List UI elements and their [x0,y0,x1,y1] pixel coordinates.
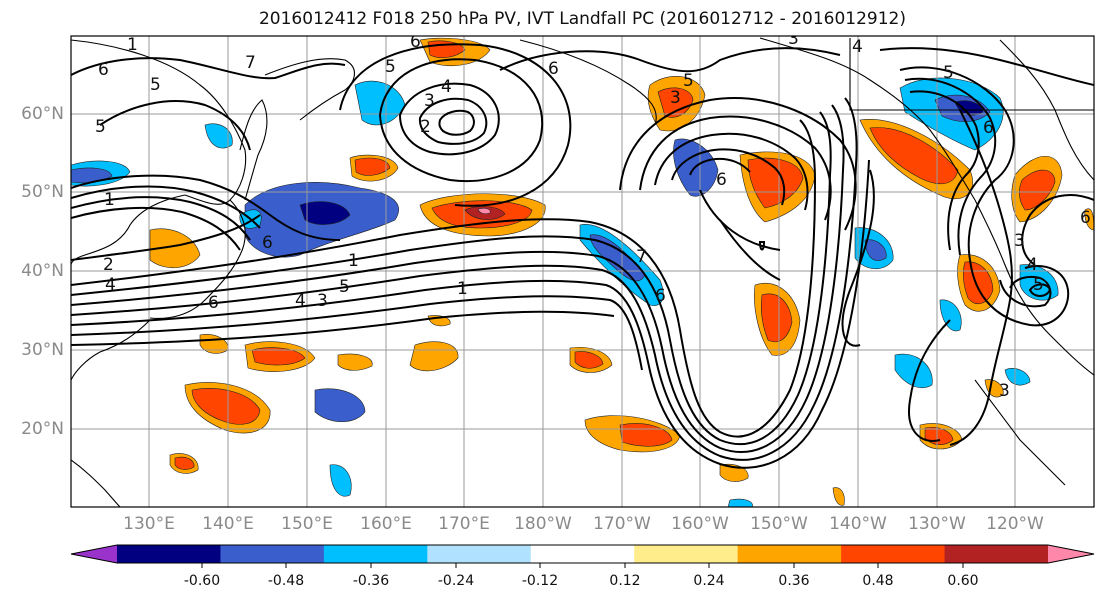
svg-text:6: 6 [716,170,727,190]
lat-label-20n: 20°N [21,419,64,439]
colorbar-ticks [201,563,964,568]
svg-text:4: 4 [441,77,452,97]
graticule [71,36,1094,507]
svg-text:6: 6 [410,32,421,52]
svg-text:7: 7 [636,247,647,267]
svg-text:5: 5 [1033,275,1044,295]
colorbar-cell [427,545,532,563]
contour-labels: 1 6 5 5 7 5 4 3 2 6 6 1 2 4 1 1 4 3 5 6 … [95,29,1091,401]
lon-label-150e: 150°E [281,514,333,534]
colorbar-label: -0.48 [267,573,305,589]
svg-text:1: 1 [457,279,468,299]
colorbar-cell [737,545,842,563]
lat-label-40n: 40°N [21,261,64,281]
colorbar-label: 0.36 [778,573,810,589]
svg-text:3: 3 [999,381,1010,401]
svg-text:3: 3 [317,291,328,311]
colorbar-cell [530,545,635,563]
pv-contours [71,43,1094,469]
map-title: 2016012412 F018 250 hPa PV, IVT Landfall… [258,9,906,29]
lat-label-30n: 30°N [21,340,64,360]
colorbar-cell [323,545,428,563]
lat-label-60n: 60°N [21,104,64,124]
lon-label-160w: 160°W [671,514,729,534]
svg-text:5: 5 [385,57,396,77]
colorbar-outline [70,544,1095,564]
svg-text:5: 5 [943,63,954,83]
colorbar-label: 0.60 [947,573,979,589]
lat-label-50n: 50°N [21,182,64,202]
svg-text:1: 1 [127,35,138,55]
svg-text:3: 3 [670,88,681,108]
svg-text:3: 3 [788,29,799,49]
lon-label-120w: 120°W [986,514,1044,534]
svg-text:6: 6 [655,286,666,306]
colorbar-cell [71,545,117,563]
colorbar-label: 0.48 [862,573,894,589]
svg-text:4: 4 [852,37,863,57]
colorbar-cells [70,544,1095,564]
svg-text:4: 4 [1027,255,1038,275]
svg-text:7: 7 [245,53,256,73]
svg-text:6: 6 [208,293,219,313]
svg-text:3: 3 [424,91,435,111]
lon-label-160e: 160°E [360,514,412,534]
colorbar-cell [841,545,946,563]
svg-text:6: 6 [262,233,273,253]
svg-text:4: 4 [105,275,116,295]
lon-label-140w: 140°W [829,514,887,534]
colorbar-cell [1048,545,1094,563]
svg-text:5: 5 [150,75,161,95]
colorbar-label: 0.12 [609,573,641,589]
svg-text:5: 5 [95,117,106,137]
colorbar-label: -0.60 [183,573,221,589]
colorbar [70,544,1095,568]
svg-text:6: 6 [1080,208,1091,228]
map-frame [70,35,1095,508]
colorbar-cell [944,545,1049,563]
svg-text:1: 1 [104,190,115,210]
colorbar-cell [117,545,221,563]
svg-text:2: 2 [420,117,431,137]
svg-text:6: 6 [983,118,994,138]
colorbar-label: -0.24 [437,573,475,589]
svg-text:5: 5 [339,277,350,297]
lon-label-140e: 140°E [202,514,254,534]
lon-label-180w: 180°W [514,514,572,534]
svg-text:6: 6 [548,59,559,79]
svg-text:2: 2 [103,255,114,275]
svg-text:3: 3 [1014,231,1025,251]
lon-label-170w: 170°W [593,514,651,534]
lon-label-130w: 130°W [908,514,966,534]
svg-text:1: 1 [348,251,359,271]
lon-label-170e: 170°E [438,514,490,534]
colorbar-cell [634,545,739,563]
colorbar-label: 0.24 [693,573,725,589]
colorbar-label: -0.36 [352,573,390,589]
svg-text:6: 6 [98,60,109,80]
svg-text:4: 4 [295,291,306,311]
colorbar-label: -0.12 [521,573,559,589]
colorbar-cell [220,545,325,563]
lon-label-150w: 150°W [750,514,808,534]
lon-label-130e: 130°E [123,514,175,534]
svg-text:5: 5 [683,71,694,91]
